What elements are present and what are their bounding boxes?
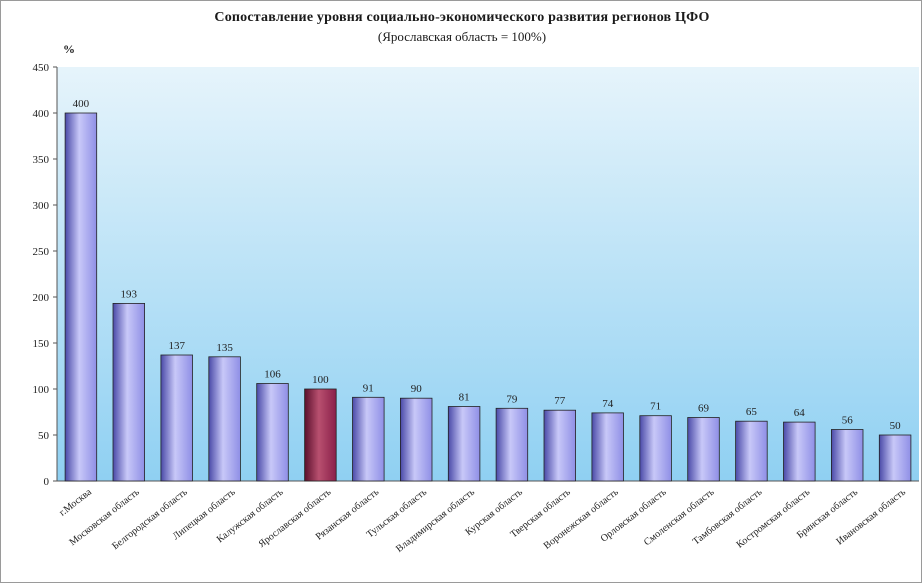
y-tick-label: 250 [33, 246, 50, 258]
bar [687, 417, 720, 482]
bar-value-label: 50 [890, 420, 902, 432]
plot-background [57, 67, 919, 481]
chart-subtitle: (Ярославская область = 100%) [377, 29, 547, 44]
y-tick-label: 300 [33, 200, 50, 212]
bar-highlighted [304, 388, 337, 482]
bar-value-label: 81 [459, 392, 470, 404]
bar-value-label: 71 [650, 401, 661, 413]
x-category-label: Владимирская область [394, 486, 477, 554]
y-tick-label: 400 [33, 108, 50, 120]
y-axis: 0 50 100 150 200 250 300 350 400 450 [33, 62, 919, 488]
bar-value-label: 79 [506, 393, 518, 405]
bar-value-label: 135 [216, 342, 233, 354]
bar-value-label: 77 [554, 395, 566, 407]
bar-value-label: 64 [794, 407, 806, 419]
y-tick-label: 200 [33, 292, 50, 304]
bar-value-label: 69 [698, 403, 710, 415]
bar [878, 434, 912, 482]
bar [112, 302, 146, 482]
y-tick-label: 450 [33, 62, 50, 74]
bar [639, 415, 672, 482]
bar [64, 112, 98, 482]
bar-value-label: 65 [746, 406, 758, 418]
bar [208, 356, 241, 482]
bar [256, 383, 289, 482]
bar [831, 429, 864, 482]
x-category-label: г.Москва [57, 486, 94, 518]
bar-value-label: 56 [842, 415, 854, 427]
bar [495, 407, 529, 482]
bar-value-label: 106 [264, 369, 281, 381]
bar [352, 396, 385, 482]
chart-title: Сопоставление уровня социально-экономиче… [214, 10, 710, 25]
y-tick-label: 0 [44, 476, 50, 488]
y-tick-label: 150 [33, 338, 50, 350]
bar-value-label: 91 [363, 382, 374, 394]
bar [160, 354, 193, 482]
bar [735, 420, 768, 482]
bar [591, 412, 624, 482]
y-tick-label: 100 [33, 384, 50, 396]
y-tick-label: 50 [38, 430, 50, 442]
bars [64, 112, 912, 482]
bar-value-label: 74 [602, 398, 614, 410]
bar [543, 409, 577, 482]
data-labels: 400 193 137 135 106 100 91 90 81 79 77 74 71 69 65 64 56… [73, 98, 901, 432]
y-tick-label: 350 [33, 154, 50, 166]
bar-value-label: 90 [411, 383, 423, 395]
bar [783, 421, 816, 482]
bar-value-label: 137 [168, 340, 185, 352]
bar [447, 406, 481, 482]
bar-value-label: 193 [121, 288, 138, 300]
bar-value-label: 100 [312, 374, 329, 386]
bar [399, 397, 433, 482]
y-axis-unit-label: % [63, 42, 75, 56]
bar-value-label: 400 [73, 98, 90, 110]
